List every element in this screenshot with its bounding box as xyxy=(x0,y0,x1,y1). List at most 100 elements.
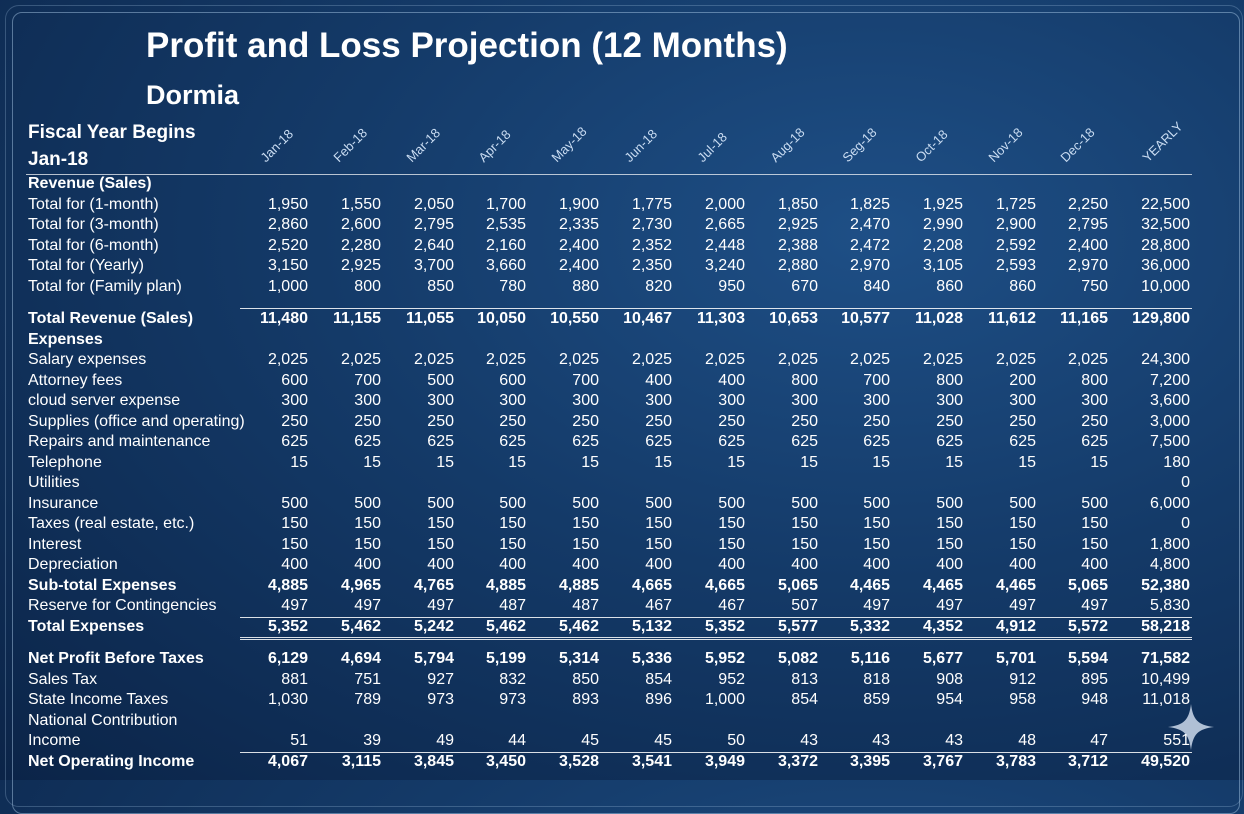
cell-value: 44 xyxy=(508,732,526,749)
cell-value: 15 xyxy=(872,453,890,471)
row-label: Telephone xyxy=(28,453,102,471)
cell-value: 2,880 xyxy=(777,257,818,274)
cell-value: 2,795 xyxy=(413,216,454,233)
row-label: Total Expenses xyxy=(28,617,145,635)
cell-value: 15 xyxy=(436,453,454,471)
cell-value: 250 xyxy=(791,412,818,430)
row-label: Taxes (real estate, etc.) xyxy=(28,515,195,532)
cell-value: 15 xyxy=(727,453,745,471)
cell-value: 3,949 xyxy=(704,752,745,770)
cell-value: 625 xyxy=(645,433,672,450)
cell-value: 700 xyxy=(863,371,890,389)
cell-value: 150 xyxy=(572,515,599,532)
cell-value: 600 xyxy=(281,371,308,389)
cell-value: 4,665 xyxy=(631,576,672,594)
cell-value: 150 xyxy=(281,515,308,532)
cell-value: 625 xyxy=(499,433,526,450)
cell-value: 3,240 xyxy=(704,257,745,274)
cell-value: 5,065 xyxy=(1067,576,1108,594)
cell-value: 3,000 xyxy=(1149,412,1190,430)
cell-value: 150 xyxy=(936,535,963,553)
table-row: Total for (6-month) 2,520 2,280 2,640 2,160 2… xyxy=(28,236,1192,257)
table-row: Attorney fees 600 700 500 600 700 400 400 800 700… xyxy=(28,371,1192,392)
table-row: Reserve for Contingencies 497 497 497 487 487… xyxy=(28,596,1192,617)
cell-value: 150 xyxy=(427,535,454,553)
cell-value: 4,465 xyxy=(849,576,890,594)
cell-value: 840 xyxy=(863,277,890,295)
table-row: Interest 150 150 150 150 150 150 150 150 150 150 15… xyxy=(28,535,1192,556)
cell-value: 2,025 xyxy=(922,351,963,368)
cell-value: 4,965 xyxy=(340,576,381,594)
cell-value: 2,925 xyxy=(340,257,381,274)
cell-value: 150 xyxy=(645,535,672,553)
table-row: cloud server expense 300 300 300 300 300 300 30… xyxy=(28,391,1192,412)
cell-value: 500 xyxy=(354,494,381,512)
row-label: Sub-total Expenses xyxy=(28,576,177,594)
cell-value: 3,541 xyxy=(631,752,672,770)
cell-value: 912 xyxy=(1009,670,1036,688)
cell-value: 5,594 xyxy=(1067,650,1108,667)
cell-value: 400 xyxy=(354,556,381,573)
cell-value: 150 xyxy=(863,535,890,553)
cell-value: 250 xyxy=(863,412,890,430)
row-label: Revenue (Sales) xyxy=(28,175,152,192)
cell-value: 497 xyxy=(1081,597,1108,614)
row-label: Interest xyxy=(28,535,82,553)
cell-value: 497 xyxy=(354,597,381,614)
cell-value: 4,765 xyxy=(413,576,454,594)
cell-value: 895 xyxy=(1081,670,1108,688)
cell-value: 3,105 xyxy=(922,257,963,274)
cell-value: 5,242 xyxy=(413,617,454,635)
cell-value: 150 xyxy=(281,535,308,553)
row-label: Total for (6-month) xyxy=(28,236,159,254)
cell-value: 43 xyxy=(872,732,890,749)
cell-value: 1,030 xyxy=(267,691,308,708)
cell-value: 2,025 xyxy=(704,351,745,368)
cell-value: 300 xyxy=(645,392,672,409)
cell-value: 5,352 xyxy=(267,617,308,635)
table-row: Utilities 0 xyxy=(28,473,1192,494)
cell-value: 2,925 xyxy=(777,216,818,233)
cell-value: 11,165 xyxy=(1059,310,1108,327)
cell-value: 1,000 xyxy=(704,691,745,708)
cell-value: 15 xyxy=(1018,453,1036,471)
cell-value: 5,332 xyxy=(849,617,890,635)
cell-value: 500 xyxy=(936,494,963,512)
cell-value: 500 xyxy=(281,494,308,512)
cell-value: 860 xyxy=(936,277,963,295)
cell-value: 813 xyxy=(791,670,818,688)
cell-value: 0 xyxy=(1181,515,1190,532)
cell-value: 700 xyxy=(572,371,599,389)
cell-value: 15 xyxy=(945,453,963,471)
cell-value: 4,465 xyxy=(995,576,1036,594)
cell-value: 500 xyxy=(427,494,454,512)
cell-value: 400 xyxy=(427,556,454,573)
sparkle-icon xyxy=(1168,704,1214,750)
cell-value: 854 xyxy=(791,691,818,708)
cell-value: 497 xyxy=(863,597,890,614)
cell-value: 1,775 xyxy=(631,195,672,213)
cell-value: 800 xyxy=(1081,371,1108,389)
table-row: Depreciation 400 400 400 400 400 400 400 400 400 4… xyxy=(28,555,1192,576)
cell-value: 400 xyxy=(281,556,308,573)
cell-value: 500 xyxy=(427,371,454,389)
cell-value: 32,500 xyxy=(1141,216,1190,233)
cell-value: 200 xyxy=(1009,371,1036,389)
cell-value: 2,025 xyxy=(849,351,890,368)
cell-value: 150 xyxy=(427,515,454,532)
cell-value: 300 xyxy=(572,392,599,409)
cell-value: 150 xyxy=(499,515,526,532)
row-label: Total for (Family plan) xyxy=(28,277,182,295)
cell-value: 850 xyxy=(572,670,599,688)
cell-value: 600 xyxy=(499,371,526,389)
cell-value: 497 xyxy=(1009,597,1036,614)
cell-value: 250 xyxy=(427,412,454,430)
cell-value: 4,352 xyxy=(922,617,963,635)
cell-value: 7,500 xyxy=(1149,433,1190,450)
row-label: Sales Tax xyxy=(28,670,98,688)
cell-value: 250 xyxy=(1009,412,1036,430)
cell-value: 500 xyxy=(1009,494,1036,512)
cell-value: 4,800 xyxy=(1149,556,1190,573)
table-row: Net Profit Before Taxes 6,129 4,694 5,794 5,… xyxy=(28,649,1192,670)
row-label: Insurance xyxy=(28,494,99,512)
